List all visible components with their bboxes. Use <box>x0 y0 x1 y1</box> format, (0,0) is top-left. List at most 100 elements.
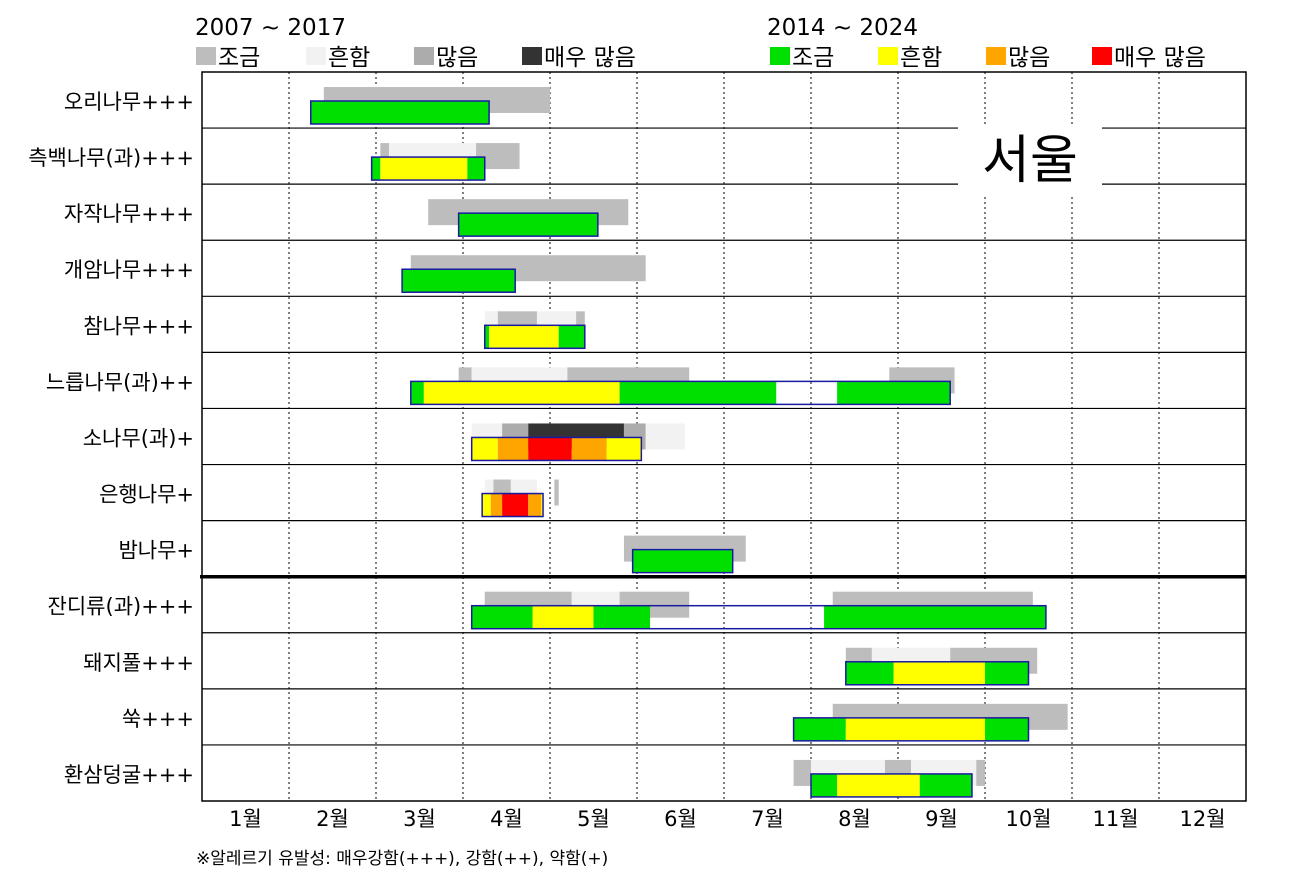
new-bar-row7-1 <box>490 493 503 517</box>
new-bar-row1-0 <box>371 157 381 181</box>
legend-left-period: 2007 ~ 2017 <box>195 15 346 41</box>
new-bar-row4-0 <box>484 325 490 349</box>
new-bar-outline-row12 <box>810 773 973 798</box>
new-bar-row9-2 <box>593 605 651 629</box>
row-label-12: 환삼덩굴+++ <box>64 763 194 787</box>
legend-left-swatch-0 <box>196 47 216 65</box>
legend: 2007 ~ 2017 2014 ~ 2024 조금 흔함 많음 매우 많음 조금 흔함… <box>195 15 1206 71</box>
row-label-10: 돼지풀+++ <box>83 651 194 675</box>
legend-left-label-2: 많음 <box>436 45 478 71</box>
new-bar-row3-0 <box>402 269 516 293</box>
new-bar-row7-3 <box>528 493 542 517</box>
footnote: ※알레르기 유발성: 매우강함(+++), 강함(++), 약함(+) <box>196 849 608 869</box>
new-bar-outline-row10 <box>845 661 1030 686</box>
region-label: 서울 <box>982 131 1078 191</box>
new-bar-row11-1 <box>845 717 985 741</box>
new-bar-row12-1 <box>837 773 920 797</box>
legend-right-label-3: 매우 많음 <box>1114 45 1206 71</box>
legend-left-swatch-1 <box>306 47 326 65</box>
row-label-5: 느릅나무(과)++ <box>46 370 194 394</box>
new-bar-row2-0 <box>458 213 598 237</box>
legend-left-items: 조금 흔함 많음 매우 많음 <box>196 45 636 71</box>
new-bar-outline-row2 <box>457 212 599 237</box>
new-bar-row11-0 <box>793 717 846 741</box>
new-bar-outline-row7 <box>481 492 544 518</box>
new-bar-outline-row9 <box>470 604 1047 630</box>
new-bar-row5-2 <box>619 381 777 405</box>
month-label-7: 7월 <box>751 807 784 831</box>
new-bar-outline-row1 <box>370 156 486 181</box>
new-bar-row7-4 <box>541 493 544 517</box>
row-label-11: 쑥+++ <box>122 707 194 731</box>
region-label-box: 서울 <box>958 124 1102 194</box>
month-label-2: 2월 <box>316 807 349 831</box>
legend-right-label-0: 조금 <box>792 45 834 71</box>
new-bar-row12-2 <box>919 773 972 797</box>
new-bar-outline-row8 <box>631 548 734 574</box>
new-bar-row9-3 <box>824 605 1046 629</box>
new-bar-row10-0 <box>845 661 894 685</box>
row-label-6: 소나무(과)+ <box>83 426 194 450</box>
new-bar-row4-1 <box>489 325 559 349</box>
plot-area: 서울 <box>200 71 1247 802</box>
new-bar-row12-0 <box>811 773 838 797</box>
new-bar-row9-0 <box>471 605 533 629</box>
legend-left-swatch-3 <box>522 47 542 65</box>
new-bar-row4-2 <box>558 325 585 349</box>
month-label-10: 10월 <box>1005 807 1051 831</box>
new-bar-outline-row3 <box>401 268 516 293</box>
old-bar-row4-3 <box>576 311 585 338</box>
new-bar-row6-4 <box>606 437 642 461</box>
new-bar-row1-1 <box>380 157 468 181</box>
legend-left-label-1: 흔함 <box>328 45 370 71</box>
row-label-8: 밤나무+ <box>118 539 194 563</box>
new-period-bars <box>310 100 1047 798</box>
row-label-1: 측백나무(과)+++ <box>28 146 194 170</box>
new-bar-row10-2 <box>985 661 1029 685</box>
old-bar-row1-0 <box>380 143 390 170</box>
plant-row-labels: 오리나무+++ 측백나무(과)+++ 자작나무+++ 개암나무+++ 참나무+++ 느릅나… <box>28 90 194 787</box>
month-label-9: 9월 <box>925 807 958 831</box>
new-bar-row6-0 <box>471 437 498 461</box>
new-bar-row6-3 <box>571 437 607 461</box>
new-bar-outline-row11 <box>792 717 1030 742</box>
region-label-background <box>958 124 1102 194</box>
new-bar-row0-0 <box>310 101 490 124</box>
new-bar-row11-2 <box>985 717 1029 741</box>
new-bar-row1-2 <box>467 157 485 181</box>
new-bar-row7-0 <box>482 493 491 517</box>
legend-right-swatch-1 <box>878 47 898 65</box>
month-label-1: 1월 <box>229 807 262 831</box>
month-gridlines <box>288 72 1160 801</box>
old-bar-row6-4 <box>645 423 685 450</box>
old-bar-row12-4 <box>976 759 985 786</box>
legend-left-swatch-2 <box>414 47 434 65</box>
row-dividers <box>200 127 1246 746</box>
legend-left-label-0: 조금 <box>218 45 260 71</box>
legend-right-items: 조금 흔함 많음 매우 많음 <box>770 45 1206 71</box>
old-bar-row12-0 <box>793 759 811 786</box>
new-bar-row5-0 <box>410 381 424 405</box>
new-bar-outline-row4 <box>484 324 586 350</box>
new-bar-row8-0 <box>632 549 733 573</box>
new-bar-row7-2 <box>502 493 529 517</box>
row-label-7: 은행나무+ <box>99 483 194 507</box>
row-label-2: 자작나무+++ <box>64 202 194 226</box>
row-label-9: 잔디류(과)+++ <box>48 595 194 619</box>
month-tick-labels: 1월 2월 3월 4월 5월 6월 7월 8월 9월 10월 11월 12월 <box>229 807 1225 831</box>
new-bar-row9-1 <box>532 605 594 629</box>
new-bar-outline-row0 <box>310 100 490 125</box>
new-bar-row6-1 <box>497 437 529 461</box>
new-bar-outline-row6 <box>470 436 643 462</box>
row-label-4: 참나무+++ <box>83 314 194 338</box>
month-label-4: 4월 <box>490 807 523 831</box>
month-label-6: 6월 <box>664 807 697 831</box>
new-bar-row5-3 <box>837 381 951 405</box>
new-bar-row6-2 <box>528 437 572 461</box>
new-bar-row10-1 <box>893 661 985 685</box>
new-bar-row5-1 <box>423 381 620 405</box>
old-bar-row7-0 <box>484 479 494 506</box>
legend-right-label-2: 많음 <box>1008 45 1050 71</box>
old-bar-row7-3 <box>554 479 559 506</box>
